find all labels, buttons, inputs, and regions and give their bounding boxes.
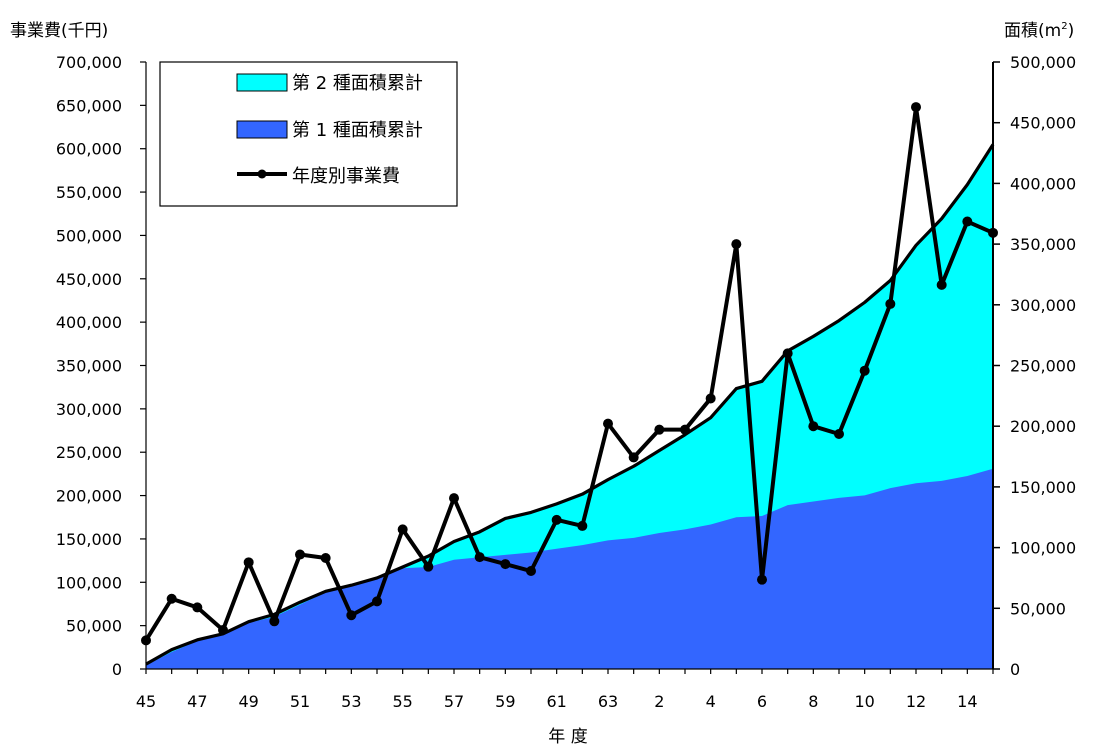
y-left-tick-label: 650,000: [56, 96, 122, 115]
x-tick-label: 14: [957, 692, 977, 711]
annual-cost-point: [320, 553, 331, 564]
x-tick-label: 57: [444, 692, 464, 711]
y-left-tick-label: 100,000: [56, 573, 122, 592]
y-right-axis-title-suffix: ): [1068, 21, 1075, 41]
annual-cost-point: [936, 279, 947, 290]
area-layer: [145, 143, 995, 670]
annual-cost-point: [834, 429, 844, 439]
x-tick-label: 51: [290, 692, 310, 711]
legend-label-first-class-area: 第 1 種面積累計: [292, 120, 423, 141]
x-tick-label: 8: [808, 692, 818, 711]
x-axis-title: 年 度: [548, 727, 587, 747]
y-left-tick-label: 500,000: [56, 226, 122, 245]
y-right-axis-title-prefix: 面積(m: [1004, 21, 1061, 41]
annual-cost-point: [449, 493, 459, 504]
annual-cost-point: [372, 596, 382, 607]
y-left-tick-label: 200,000: [56, 487, 122, 506]
annual-cost-point: [885, 298, 896, 309]
annual-cost-point: [500, 559, 511, 570]
x-tick-label: 2: [654, 692, 664, 711]
y-right-tick-label: 300,000: [1010, 296, 1076, 315]
annual-cost-point: [474, 552, 485, 563]
x-tick-label: 47: [187, 692, 207, 711]
axis-layer: 050,000100,000150,000200,000250,000300,0…: [56, 53, 1076, 711]
annual-cost-point: [526, 566, 536, 577]
x-tick-label: 45: [136, 692, 156, 711]
annual-cost-point: [911, 102, 921, 113]
annual-cost-point: [423, 561, 434, 572]
area-top-edge: [145, 143, 995, 666]
annual-cost-point: [962, 216, 973, 227]
y-right-tick-label: 250,000: [1010, 357, 1076, 376]
y-left-axis-title: 事業費(千円): [10, 21, 108, 41]
y-left-tick-label: 300,000: [56, 400, 122, 419]
annual-cost-point: [243, 557, 254, 568]
series-line-annual-cost: [144, 105, 994, 642]
annual-cost-point: [397, 524, 408, 535]
annual-cost-point: [166, 593, 177, 604]
y-left-tick-label: 550,000: [56, 183, 122, 202]
annual-cost-point: [782, 348, 793, 359]
annual-cost-point: [731, 239, 742, 250]
annual-cost-point: [269, 616, 280, 627]
y-right-axis-title: 面積(m2): [1004, 21, 1074, 41]
y-left-tick-label: 400,000: [56, 313, 122, 332]
x-tick-label: 59: [495, 692, 515, 711]
annual-cost-point: [705, 393, 716, 404]
x-tick-label: 12: [906, 692, 926, 711]
x-tick-label: 55: [392, 692, 412, 711]
legend-swatch-second-class-area: [236, 73, 288, 92]
annual-cost-point: [295, 549, 305, 560]
legend-label-second-class-area: 第 2 種面積累計: [292, 73, 423, 94]
y-left-tick-label: 150,000: [56, 530, 122, 549]
x-tick-label: 63: [598, 692, 618, 711]
annual-cost-point: [603, 418, 613, 429]
y-right-tick-label: 450,000: [1010, 114, 1076, 133]
annual-cost-point: [808, 421, 819, 432]
y-left-tick-label: 600,000: [56, 140, 122, 159]
x-tick-label: 10: [854, 692, 874, 711]
y-right-tick-label: 0: [1010, 660, 1020, 679]
y-left-tick-label: 350,000: [56, 357, 122, 376]
y-right-tick-label: 350,000: [1010, 235, 1076, 254]
annual-cost-point: [757, 574, 767, 585]
annual-cost-point: [346, 610, 357, 621]
y-left-tick-label: 0: [112, 660, 122, 679]
annual-cost-point: [859, 365, 870, 376]
annual-cost-point: [654, 424, 665, 435]
x-tick-label: 4: [706, 692, 716, 711]
y-right-tick-label: 50,000: [1010, 599, 1066, 618]
y-right-tick-label: 500,000: [1010, 53, 1076, 72]
annual-cost-point: [218, 624, 228, 635]
y-left-tick-label: 700,000: [56, 53, 122, 72]
legend-marker-annual-cost: [257, 169, 267, 179]
x-tick-label: 53: [341, 692, 361, 711]
y-left-tick-label: 50,000: [66, 617, 122, 636]
area-first-class-cumulative: [146, 468, 993, 669]
line-layer: [141, 102, 998, 646]
y-right-tick-label: 150,000: [1010, 478, 1076, 497]
x-tick-label: 49: [238, 692, 258, 711]
y-right-tick-label: 400,000: [1010, 174, 1076, 193]
annual-cost-point: [192, 602, 203, 613]
annual-cost-point: [628, 452, 639, 463]
x-tick-label: 6: [757, 692, 767, 711]
annual-cost-point: [680, 424, 690, 435]
annual-cost-point: [551, 514, 562, 525]
legend-box: [159, 61, 458, 207]
legend-label-annual-cost: 年度別事業費: [292, 166, 400, 187]
annual-cost-point: [577, 520, 588, 531]
y-right-tick-label: 100,000: [1010, 539, 1076, 558]
y-right-tick-label: 200,000: [1010, 417, 1076, 436]
y-left-tick-label: 250,000: [56, 443, 122, 462]
legend-swatch-first-class-area: [236, 120, 288, 139]
x-tick-label: 61: [546, 692, 566, 711]
y-left-tick-label: 450,000: [56, 270, 122, 289]
y-right-axis-title-sup: 2: [1061, 21, 1067, 32]
legend: 第 2 種面積累計 第 1 種面積累計 年度別事業費: [159, 61, 458, 207]
